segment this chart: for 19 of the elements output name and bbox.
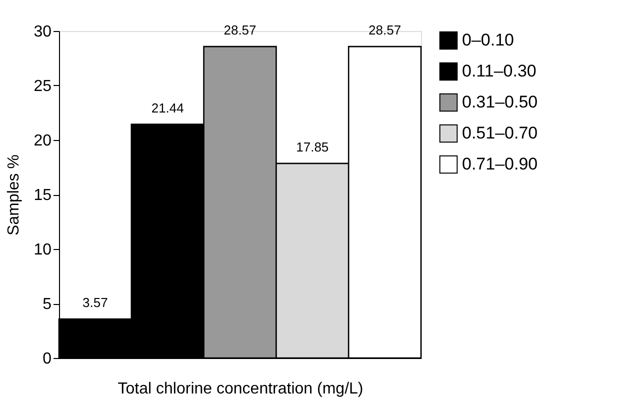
y-tick-label: 0: [42, 350, 52, 368]
x-axis-title: Total chlorine concentration (mg/L): [118, 380, 364, 398]
y-axis-title: Samples %: [6, 154, 23, 236]
y-tick-label: 10: [34, 242, 52, 258]
y-tick-label: 15: [34, 187, 52, 204]
legend-label: 0.71–0.90: [462, 154, 538, 174]
y-tick-label: 5: [42, 296, 52, 313]
y-tick-label: 30: [34, 24, 52, 40]
data-label: 17.85: [296, 139, 329, 154]
data-label: 28.57: [368, 22, 402, 38]
data-label: 21.44: [151, 100, 184, 116]
data-label: 28.57: [224, 22, 256, 38]
legend-label: 0.11–0.30: [462, 62, 536, 80]
legend-label: 0.31–0.50: [462, 92, 538, 112]
y-tick-label: 25: [34, 78, 52, 95]
legend-label: 0–0.10: [462, 30, 514, 50]
data-label: 3.57: [82, 295, 108, 310]
legend-label: 0.51–0.70: [462, 124, 538, 142]
y-tick-label: 20: [34, 132, 52, 150]
